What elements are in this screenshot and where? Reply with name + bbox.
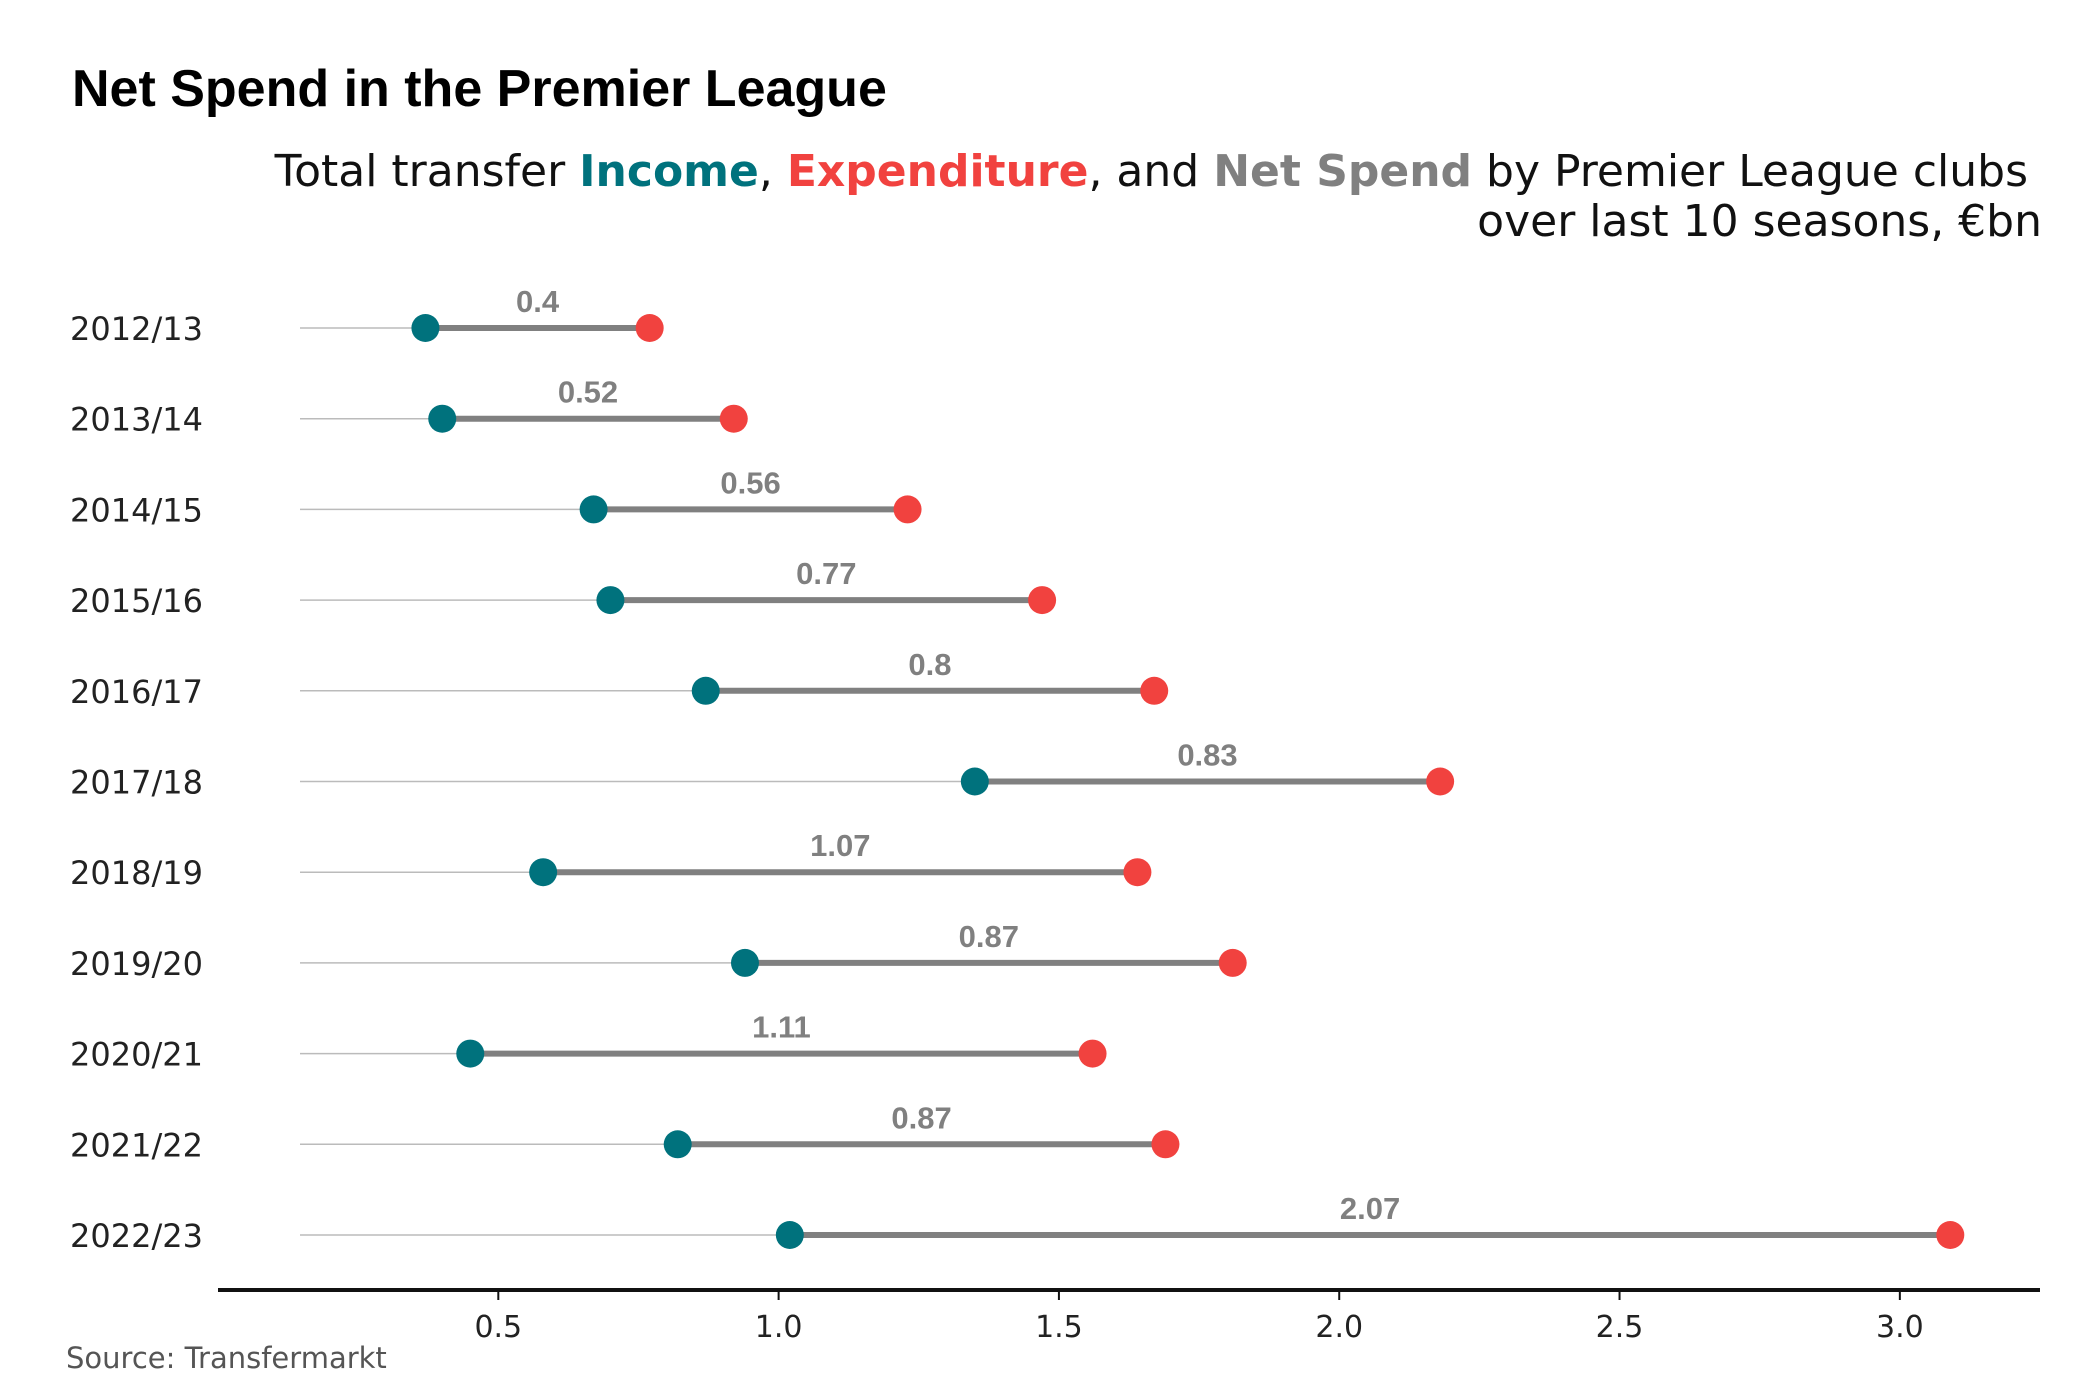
season-label: 2014/15 — [70, 491, 203, 529]
subtitle-comma: , — [759, 146, 787, 197]
net-spend-label: 0.8 — [908, 647, 951, 682]
season-label: 2021/22 — [70, 1126, 203, 1164]
income-point — [691, 676, 720, 705]
net-spend-label: 0.87 — [891, 1100, 951, 1135]
net-spend-label: 0.83 — [1177, 738, 1237, 773]
net-spend-label: 0.4 — [516, 284, 560, 319]
subtitle-and: , and — [1088, 146, 1213, 197]
expenditure-point — [1078, 1039, 1107, 1068]
expenditure-point — [1151, 1130, 1180, 1159]
income-point — [775, 1221, 804, 1249]
income-point — [730, 948, 759, 977]
expenditure-points — [635, 314, 1965, 1249]
income-point — [663, 1130, 692, 1159]
income-points — [411, 314, 989, 1249]
expenditure-point — [1140, 676, 1169, 705]
season-label: 2013/14 — [70, 401, 203, 439]
expenditure-point — [635, 314, 664, 342]
net-spend-label: 1.07 — [810, 828, 870, 863]
season-label: 2016/17 — [70, 673, 203, 711]
subtitle-suffix: by Premier League clubs — [1472, 146, 2028, 197]
expenditure-point — [1123, 858, 1152, 887]
net-spend-label: 0.87 — [959, 919, 1019, 954]
income-point — [428, 404, 457, 433]
net-spend-label: 1.11 — [752, 1010, 811, 1045]
income-point — [411, 314, 440, 342]
chart-title: Net Spend in the Premier League — [72, 60, 887, 118]
source-note: Source: Transfermarkt — [66, 1341, 387, 1375]
expenditure-point — [893, 495, 922, 524]
x-axis-ticks: 0.5 1.0 1.5 2.0 2.5 3.0 — [474, 1290, 1924, 1345]
chart-subtitle-line2: over last 10 seasons, €bn — [1477, 196, 2042, 247]
x-tick-label: 3.0 — [1876, 1310, 1924, 1345]
income-point — [456, 1039, 485, 1068]
season-label: 2020/21 — [70, 1036, 203, 1074]
season-label: 2017/18 — [70, 764, 203, 802]
season-label: 2018/19 — [70, 854, 203, 892]
row-guides — [300, 327, 975, 1236]
x-tick-label: 2.5 — [1596, 1310, 1644, 1345]
chart-subtitle-line1: Total transfer Income, Expenditure, and … — [274, 146, 2028, 197]
subtitle-income-word: Income — [579, 146, 759, 197]
expenditure-point — [1218, 948, 1247, 977]
season-label: 2015/16 — [70, 582, 203, 620]
expenditure-point — [719, 404, 748, 433]
net-spend-label: 2.07 — [1340, 1191, 1400, 1226]
net-spend-connectors — [425, 325, 1951, 1238]
net-spend-label: 0.77 — [796, 556, 856, 591]
net-spend-labels: 0.4 0.52 0.56 0.77 0.8 0.83 1.07 0.87 1.11 0.87 2.… — [516, 284, 1400, 1226]
x-tick-label: 1.5 — [1035, 1310, 1083, 1345]
expenditure-point — [1426, 767, 1455, 796]
income-point — [960, 767, 989, 796]
expenditure-point — [1936, 1221, 1965, 1249]
season-label: 2019/20 — [70, 945, 203, 983]
net-spend-label: 0.56 — [720, 465, 780, 500]
net-spend-label: 0.52 — [558, 375, 618, 410]
season-label: 2012/13 — [70, 310, 203, 348]
income-point — [579, 495, 608, 524]
x-tick-label: 1.0 — [755, 1310, 803, 1345]
expenditure-point — [1028, 586, 1057, 615]
income-point — [596, 586, 625, 615]
subtitle-expenditure-word: Expenditure — [787, 146, 1089, 197]
x-tick-label: 2.0 — [1315, 1310, 1363, 1345]
subtitle-prefix: Total transfer — [274, 146, 580, 197]
x-tick-label: 0.5 — [474, 1310, 522, 1345]
income-point — [529, 858, 558, 887]
season-label: 2022/23 — [70, 1217, 203, 1255]
y-axis-labels: 2012/13 2013/14 2014/15 2015/16 2016/17 2017/… — [70, 310, 203, 1255]
subtitle-netspend-word: Net Spend — [1213, 146, 1472, 197]
